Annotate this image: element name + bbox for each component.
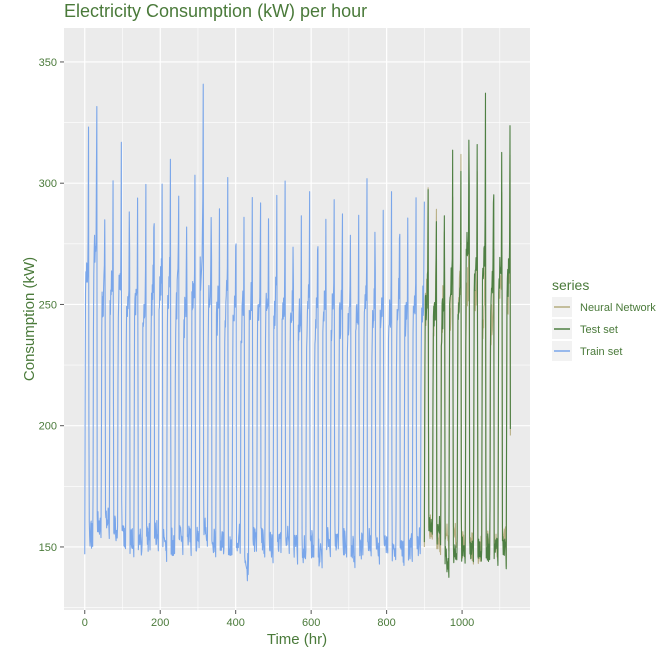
legend: series Neural Network Test set Train set [552, 277, 656, 361]
x-tick-label: 0 [82, 617, 88, 629]
legend-label-train-set: Train set [580, 346, 622, 358]
legend-label-test-set: Test set [580, 324, 618, 336]
y-axis-ticks: 150 200 250 300 350 [39, 57, 64, 554]
chart-title: Electricity Consumption (kW) per hour [64, 1, 367, 21]
x-axis-ticks: 0 200 400 600 800 1000 [82, 610, 474, 629]
y-tick-label: 200 [39, 421, 57, 433]
y-tick-label: 300 [39, 178, 57, 190]
x-tick-label: 200 [151, 617, 169, 629]
y-tick-label: 350 [39, 57, 57, 69]
legend-title: series [552, 277, 589, 293]
x-tick-label: 600 [302, 617, 320, 629]
x-axis-title: Time (hr) [267, 631, 327, 648]
y-tick-label: 250 [39, 299, 57, 311]
series-line-test-set [423, 92, 511, 578]
y-tick-label: 150 [39, 542, 57, 554]
y-axis-title: Consumption (kW) [21, 257, 38, 381]
series-line-neural-network [423, 153, 511, 567]
x-tick-label: 1000 [450, 617, 474, 629]
x-tick-label: 800 [377, 617, 395, 629]
legend-label-neural-network: Neural Network [580, 302, 656, 314]
x-tick-label: 400 [227, 617, 245, 629]
series-lines [84, 83, 511, 582]
series-line-train-set [84, 83, 425, 582]
